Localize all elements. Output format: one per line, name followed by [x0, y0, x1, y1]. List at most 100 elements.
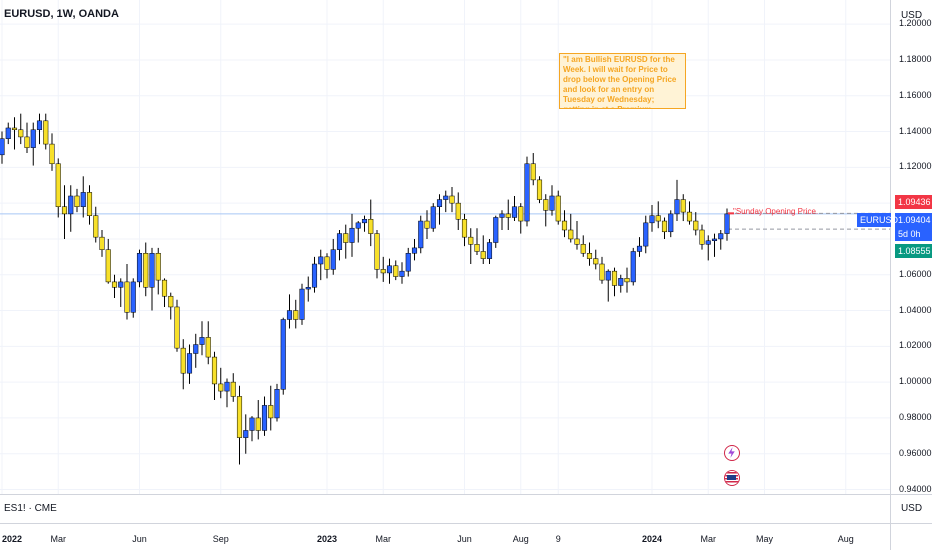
candle-body: [99, 236, 105, 250]
candle-body: [649, 215, 655, 224]
candle-body: [361, 219, 368, 224]
axis-corner: [890, 523, 932, 550]
time-tick-label: Sep: [212, 534, 229, 544]
candle-body: [493, 217, 499, 243]
candle-body: [36, 120, 43, 131]
countdown-tag: 5d 0h: [895, 227, 932, 241]
sub-pane[interactable]: ES1! · CME: [0, 494, 890, 523]
time-tick-label: Jun: [457, 534, 472, 544]
candle-body: [618, 278, 624, 286]
sub-pane-label[interactable]: ES1! · CME: [4, 503, 57, 514]
candle-body: [143, 253, 149, 288]
lightning-icon[interactable]: [724, 445, 740, 461]
candle-body: [280, 319, 286, 390]
currency-button[interactable]: USD: [900, 10, 923, 21]
candle-body: [499, 213, 505, 218]
time-tick-label: Mar: [50, 534, 67, 544]
price-tick-label: 1.06000: [899, 268, 932, 279]
candle-body: [630, 251, 636, 283]
candle-body: [30, 129, 36, 148]
candle-body: [74, 195, 80, 207]
candle-body: [180, 347, 186, 374]
note-annotation[interactable]: "I am Bullish EURUSD for the Week. I wil…: [559, 53, 686, 109]
candle-body: [486, 242, 493, 259]
candle-body: [0, 138, 5, 156]
chart-pane[interactable]: EURUSD, 1W, OANDA "I am Bullish EURUSD f…: [0, 0, 890, 494]
candle-body: [349, 227, 355, 243]
candle-body: [343, 233, 349, 243]
candle-body: [580, 244, 586, 254]
price-axis[interactable]: USD 1.20000 1.18000 1.16000 1.14000 1.12000 1…: [890, 0, 932, 494]
candle-body: [324, 256, 330, 270]
candle-body: [574, 238, 580, 245]
candle-body: [255, 417, 261, 431]
price-tick-label: 1.18000: [899, 53, 932, 64]
price-tick-label: 1.02000: [899, 340, 932, 351]
sunday-opening-label[interactable]: "Sunday Opening Price.: [733, 207, 819, 216]
candle-body: [305, 287, 311, 290]
candle-body: [593, 258, 599, 265]
candle-body: [11, 127, 18, 131]
candle-body: [643, 222, 649, 247]
candle-body: [530, 163, 536, 181]
candle-body: [111, 281, 118, 288]
candle-body: [386, 265, 393, 274]
symbol-title[interactable]: EURUSD, 1W, OANDA: [4, 8, 119, 20]
candle-body: [149, 253, 155, 288]
candle-body: [268, 405, 274, 419]
candle-body: [449, 195, 455, 204]
candle-body: [199, 337, 205, 345]
price-tick-label: 1.20000: [899, 18, 932, 29]
candle-body: [686, 211, 693, 222]
candle-body: [174, 306, 180, 349]
candle-body: [518, 206, 524, 222]
candle-body: [261, 405, 268, 431]
candle-body: [461, 219, 468, 238]
candle-body: [561, 220, 568, 231]
candle-body: [555, 195, 561, 222]
candle-body: [636, 245, 643, 252]
time-tick-label: Jun: [132, 534, 147, 544]
candle-body: [436, 199, 443, 207]
candle-body: [61, 206, 68, 215]
candle-body: [161, 279, 168, 297]
candle-body: [293, 310, 299, 320]
sub-currency-button[interactable]: USD: [900, 503, 923, 514]
price-tick-label: 1.14000: [899, 125, 932, 136]
candle-body: [705, 240, 711, 245]
candle-body: [624, 278, 630, 283]
candle-body: [405, 253, 411, 272]
candle-body: [368, 219, 374, 234]
candle-body: [655, 215, 661, 222]
time-tick-label: Aug: [512, 534, 529, 544]
time-axis[interactable]: 2022 Mar Jun Sep 2023 Mar Jun Aug 9 2024 Mar May Aug: [0, 523, 890, 550]
us-flag-icon[interactable]: [724, 470, 740, 486]
candle-body: [80, 192, 86, 207]
price-chart[interactable]: [0, 0, 890, 494]
candle-body: [505, 213, 511, 218]
candle-body: [124, 281, 130, 313]
candle-body: [68, 195, 74, 215]
price-tick-label: 0.96000: [899, 447, 932, 458]
candle-body: [105, 249, 111, 283]
candle-body: [118, 281, 124, 288]
candle-body: [230, 381, 236, 397]
high-price-tag: 1.09436: [895, 195, 932, 209]
sub-pane-axis[interactable]: USD: [890, 494, 932, 523]
price-tick-label: 1.16000: [899, 89, 932, 100]
candle-body: [224, 381, 230, 392]
last-price-tag: 1.09404: [895, 213, 932, 227]
candle-body: [24, 136, 30, 148]
price-tick-label: 0.98000: [899, 411, 932, 422]
low-price-tag: 1.08555: [895, 244, 932, 258]
candle-body: [568, 229, 574, 240]
candle-body: [536, 179, 543, 200]
candle-body: [211, 356, 218, 385]
candle-body: [86, 192, 93, 216]
candle-body: [155, 253, 161, 281]
candle-body: [193, 344, 199, 354]
candle-body: [524, 163, 530, 222]
opening-price-marker: [728, 212, 734, 215]
candle-body: [136, 253, 143, 283]
time-tick-label: May: [755, 534, 774, 544]
